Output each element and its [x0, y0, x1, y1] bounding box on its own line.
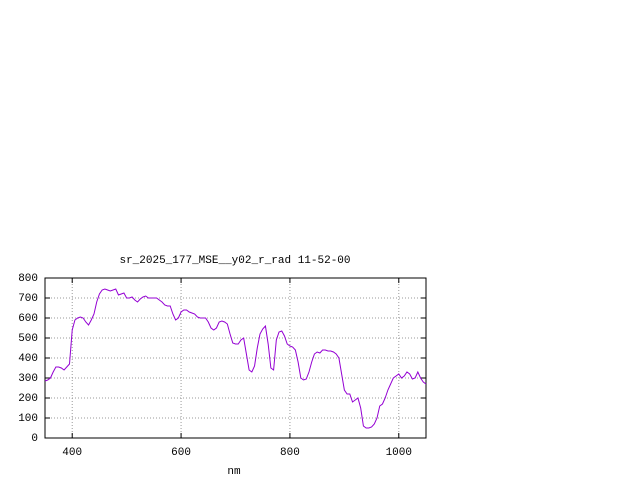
- y-tick-label: 700: [18, 293, 38, 305]
- x-axis-label: nm: [227, 466, 241, 478]
- y-tick-label: 100: [18, 413, 38, 425]
- x-tick-label: 1000: [386, 447, 412, 459]
- y-tick-label: 600: [18, 313, 38, 325]
- x-tick-label: 400: [62, 447, 82, 459]
- y-tick-label: 500: [18, 333, 38, 345]
- plot-border: [44, 277, 427, 439]
- y-tick-label: 400: [18, 353, 38, 365]
- chart-title: sr_2025_177_MSE__y02_r_rad 11-52-00: [119, 255, 350, 267]
- y-tick-label: 800: [18, 273, 38, 285]
- x-tick-label: 600: [171, 447, 191, 459]
- y-tick-label: 0: [31, 433, 38, 445]
- data-line: [44, 288, 427, 429]
- x-tick-label: 800: [280, 447, 300, 459]
- y-tick-label: 300: [18, 373, 38, 385]
- y-tick-label: 200: [18, 393, 38, 405]
